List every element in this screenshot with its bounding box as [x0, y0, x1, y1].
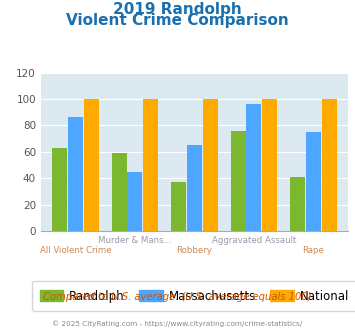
Bar — [306, 132, 321, 231]
Bar — [187, 145, 202, 231]
Text: Murder & Mans...: Murder & Mans... — [98, 236, 171, 245]
Bar — [290, 177, 305, 231]
Bar — [111, 153, 126, 231]
Bar — [246, 104, 261, 231]
Bar — [171, 182, 186, 231]
Bar — [127, 172, 142, 231]
Bar — [84, 99, 99, 231]
Text: Robbery: Robbery — [176, 246, 212, 255]
Text: Compared to U.S. average. (U.S. average equals 100): Compared to U.S. average. (U.S. average … — [43, 292, 312, 302]
Bar — [231, 131, 246, 231]
Text: 2019 Randolph: 2019 Randolph — [113, 2, 242, 16]
Bar — [322, 99, 337, 231]
Text: Violent Crime Comparison: Violent Crime Comparison — [66, 13, 289, 28]
Text: Aggravated Assault: Aggravated Assault — [212, 236, 296, 245]
Bar — [203, 99, 218, 231]
Bar — [52, 148, 67, 231]
Text: All Violent Crime: All Violent Crime — [39, 246, 111, 255]
Bar — [262, 99, 277, 231]
Text: © 2025 CityRating.com - https://www.cityrating.com/crime-statistics/: © 2025 CityRating.com - https://www.city… — [53, 320, 302, 327]
Bar — [143, 99, 158, 231]
Bar — [68, 117, 83, 231]
Text: Rape: Rape — [302, 246, 324, 255]
Legend: Randolph, Massachusetts, National: Randolph, Massachusetts, National — [32, 281, 355, 311]
